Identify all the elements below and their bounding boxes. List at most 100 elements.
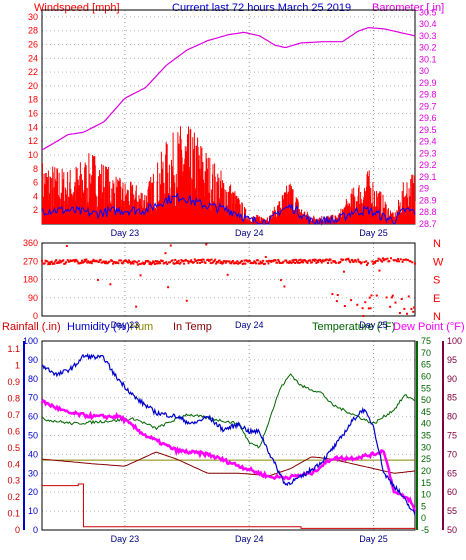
direction-point — [364, 301, 367, 304]
direction-point — [120, 259, 123, 262]
direction-point — [372, 262, 375, 265]
direction-point — [180, 259, 183, 262]
direction-point — [136, 263, 139, 266]
direction-point — [240, 259, 243, 262]
direction-point — [374, 260, 377, 263]
direction-point — [381, 260, 384, 263]
direction-y-tick-3: 270 — [23, 256, 38, 266]
humidity-y-tick-0: 0 — [33, 525, 38, 535]
direction-point — [187, 262, 190, 265]
direction-point — [389, 305, 392, 308]
direction-point — [412, 310, 415, 313]
temperature-y-tick-15: 70 — [421, 348, 431, 358]
direction-point — [168, 261, 171, 264]
direction-point — [299, 258, 302, 261]
direction-point — [130, 261, 133, 264]
temperature-y-tick-2: 5 — [421, 501, 426, 511]
direction-point — [99, 258, 102, 261]
direction-point — [274, 259, 277, 262]
direction-point — [176, 262, 179, 265]
direction-point — [55, 259, 58, 262]
direction-point — [409, 260, 412, 263]
direction-point — [242, 262, 245, 265]
direction-point — [149, 261, 152, 264]
direction-point — [375, 294, 378, 297]
dew-y-tick-5: 75 — [447, 431, 457, 441]
direction-point — [136, 261, 139, 264]
baro-y-tick-8: 29.5 — [419, 125, 437, 135]
baro-y-tick-9: 29.6 — [419, 113, 437, 123]
in-temp-series — [41, 451, 416, 477]
rainfall-series — [42, 483, 415, 529]
wind-y-tick-3: 8 — [33, 164, 38, 174]
dew-y-tick-10: 100 — [447, 336, 462, 346]
direction-point — [132, 262, 135, 265]
baro-y-tick-17: 30.4 — [419, 19, 437, 29]
rain-y-tick-0: 0 — [15, 525, 20, 535]
panel2-x-tick-2: Day 25 — [359, 320, 388, 330]
direction-point — [390, 257, 393, 260]
direction-point — [200, 261, 203, 264]
direction-point — [263, 262, 266, 265]
dew-y-tick-4: 70 — [447, 449, 457, 459]
direction-point — [314, 258, 317, 261]
direction-point — [326, 258, 329, 261]
direction-point — [276, 261, 279, 264]
direction-point — [152, 261, 155, 264]
direction-point — [174, 258, 177, 261]
direction-point — [228, 260, 231, 263]
direction-point — [356, 303, 359, 306]
direction-point — [301, 259, 304, 262]
direction-point — [173, 262, 176, 265]
dew-y-tick-2: 60 — [447, 487, 457, 497]
direction-point — [169, 244, 172, 247]
direction-point — [414, 262, 416, 265]
direction-point — [259, 260, 262, 263]
direction-point — [155, 262, 158, 265]
direction-point — [279, 279, 282, 282]
temperature-y-tick-9: 40 — [421, 419, 431, 429]
direction-point — [376, 259, 379, 262]
panel3-x-tick-1: Day 24 — [235, 534, 264, 544]
temperature-y-tick-12: 55 — [421, 383, 431, 393]
direction-point — [295, 260, 298, 263]
wind-y-tick-11: 24 — [28, 53, 38, 63]
wind-y-tick-8: 18 — [28, 95, 38, 105]
direction-point — [154, 260, 157, 263]
direction-point — [310, 261, 313, 264]
baro-y-tick-16: 30.3 — [419, 31, 437, 41]
direction-point — [66, 259, 69, 262]
direction-point — [153, 263, 156, 266]
direction-point — [163, 261, 166, 264]
direction-point — [378, 269, 381, 272]
direction-point — [103, 260, 106, 263]
direction-point — [255, 262, 258, 265]
direction-point — [277, 258, 280, 261]
direction-point — [199, 261, 202, 264]
direction-point — [402, 258, 405, 261]
temperature-axis-title: Temperature (°F) — [312, 321, 395, 333]
direction-point — [144, 262, 147, 265]
direction-point — [138, 263, 141, 266]
direction-point — [403, 307, 406, 310]
rain-y-tick-11: 1.1 — [7, 344, 20, 354]
direction-point — [147, 260, 150, 263]
humidity-y-tick-7: 70 — [28, 393, 38, 403]
direction-point — [406, 258, 409, 261]
panel3-x-tick-0: Day 23 — [111, 534, 140, 544]
humidity-y-tick-6: 60 — [28, 412, 38, 422]
hum-legend: Hum — [130, 321, 153, 333]
barometer-series — [41, 26, 416, 151]
direction-point — [127, 261, 130, 264]
direction-point — [139, 274, 142, 277]
direction-point — [244, 262, 247, 265]
direction-point — [43, 262, 46, 265]
direction-point — [278, 260, 281, 263]
direction-point — [360, 261, 363, 264]
direction-point — [357, 258, 360, 261]
direction-point — [64, 261, 67, 264]
direction-point — [230, 262, 233, 265]
direction-point — [363, 261, 366, 264]
wind-y-tick-10: 22 — [28, 67, 38, 77]
direction-point — [46, 260, 49, 263]
